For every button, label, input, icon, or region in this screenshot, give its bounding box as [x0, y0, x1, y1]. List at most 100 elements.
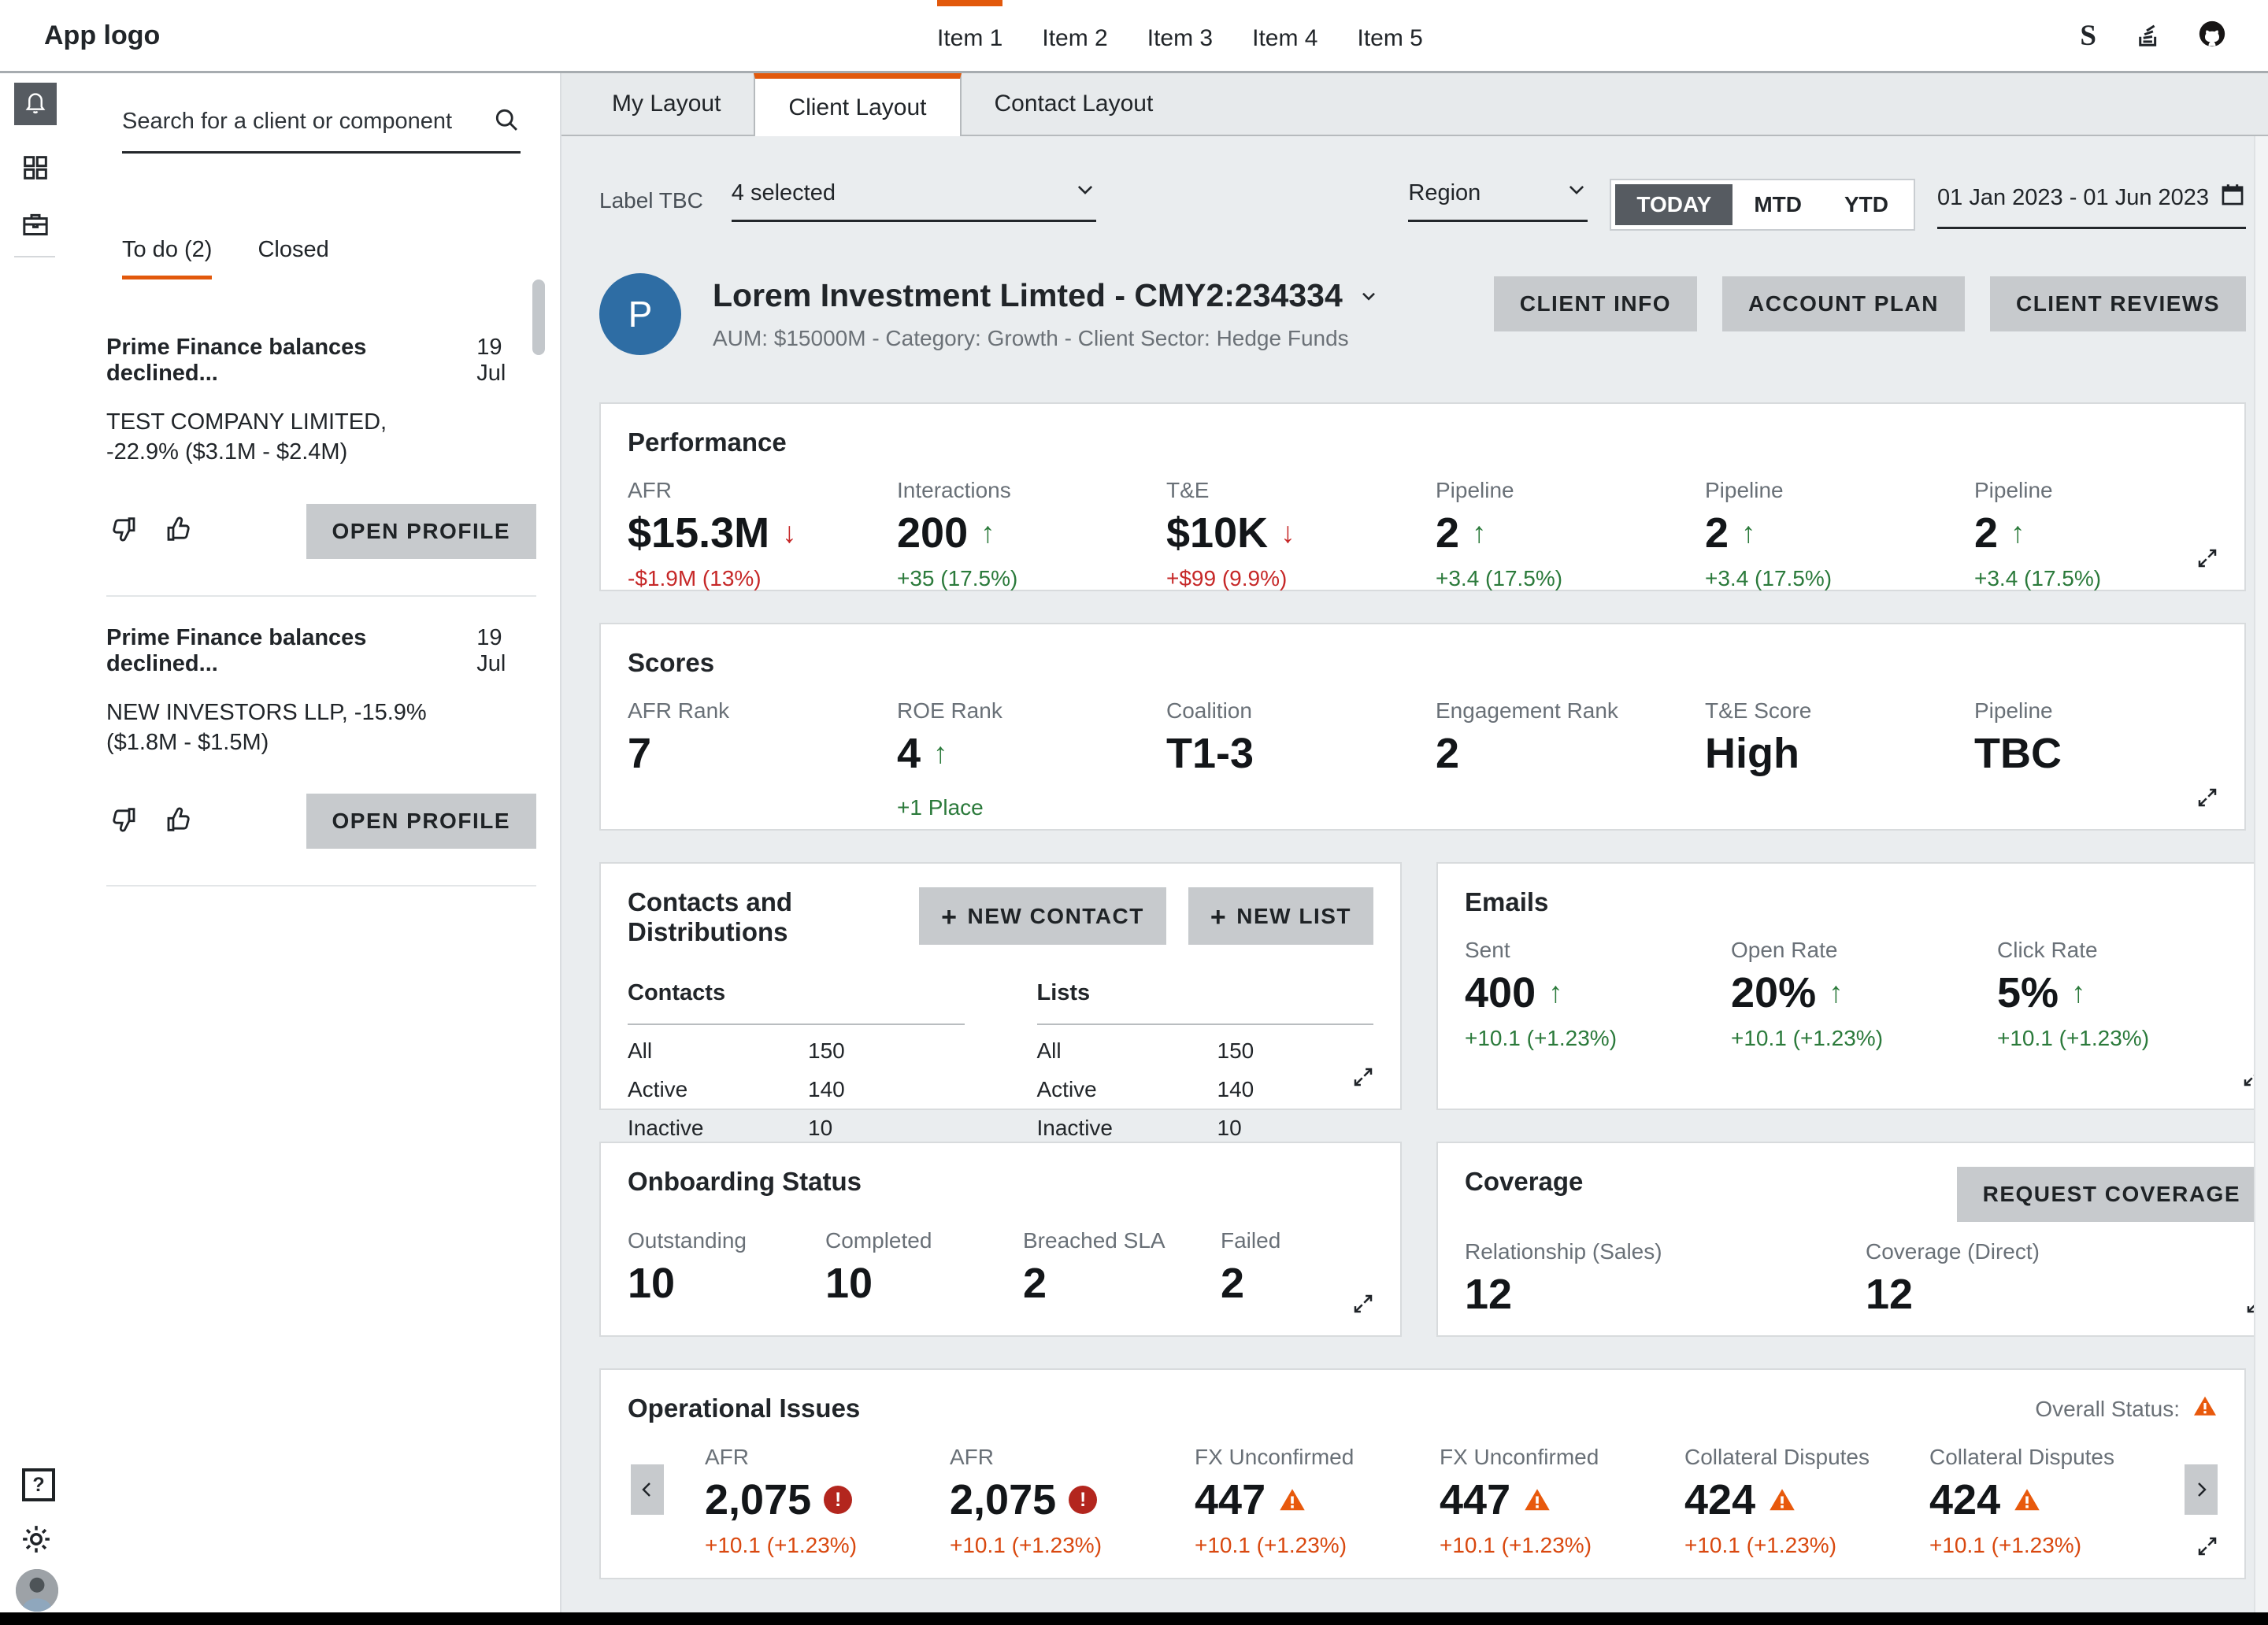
coverage-card: Coverage REQUEST COVERAGE Relationship (… [1436, 1142, 2254, 1337]
bell-icon [23, 90, 48, 119]
chevron-down-icon [1566, 179, 1588, 207]
notification-body: TEST COMPANY LIMITED, -22.9% ($3.1M - $2… [106, 407, 461, 468]
thumbs-down-icon[interactable] [106, 803, 139, 840]
new-list-button[interactable]: NEW LIST [1188, 887, 1373, 945]
metric-sent: Sent 400↑ +10.1 (+1.23%) [1465, 938, 1731, 1051]
arrow-up-icon: ↑ [1741, 518, 1756, 549]
nav-item-4[interactable]: Item 4 [1252, 0, 1317, 71]
tab-closed[interactable]: Closed [258, 237, 328, 279]
carousel-left-button[interactable] [631, 1464, 664, 1515]
scores-card: Scores AFR Rank 7 ROE Rank 4↑ +1 Place C… [599, 623, 2246, 831]
toggle-mtd[interactable]: MTD [1732, 184, 1823, 225]
tab-contact-layout[interactable]: Contact Layout [962, 73, 1187, 135]
metric-completed: Completed 10 [825, 1228, 1023, 1306]
metric-outstanding: Outstanding 10 [628, 1228, 825, 1306]
expand-icon[interactable] [1351, 1065, 1375, 1093]
nav-item-5[interactable]: Item 5 [1358, 0, 1423, 71]
expand-icon[interactable] [2196, 786, 2219, 813]
chevron-down-icon [1074, 179, 1096, 207]
stackoverflow-icon[interactable] [2133, 20, 2161, 52]
card-title: Emails [1465, 887, 2254, 917]
lists-table: Lists All150 Active140 Inactive10 [1037, 980, 1374, 1141]
tab-client-layout[interactable]: Client Layout [754, 73, 961, 136]
arrow-up-icon: ↑ [1472, 518, 1487, 549]
notification-date: 19 Jul [476, 625, 536, 677]
tab-todo[interactable]: To do (2) [122, 237, 212, 279]
notification-tabs: To do (2) Closed [122, 237, 329, 279]
metric-pipeline: Pipeline 2↑ +3.4 (17.5%) [1705, 478, 1974, 591]
table-row: Inactive10 [628, 1116, 965, 1141]
client-meta: AUM: $15000M - Category: Growth - Client… [713, 326, 1379, 351]
open-profile-button[interactable]: OPEN PROFILE [306, 794, 536, 849]
metric-coalition: Coalition T1-3 [1166, 698, 1436, 820]
metric-failed: Failed 2 [1221, 1228, 1418, 1306]
metric-fx-unconfirmed: FX Unconfirmed 447 +10.1 (+1.23%) [1440, 1445, 1684, 1558]
metric-te: T&E $10K↓ +$99 (9.9%) [1166, 478, 1436, 591]
account-plan-button[interactable]: ACCOUNT PLAN [1722, 276, 1965, 331]
notifications-rail-button[interactable] [14, 83, 57, 125]
date-range-picker[interactable]: 01 Jan 2023 - 01 Jun 2023 [1937, 181, 2246, 229]
client-info-button[interactable]: CLIENT INFO [1494, 276, 1697, 331]
metric-afr-rank: AFR Rank 7 [628, 698, 897, 820]
tab-my-layout[interactable]: My Layout [579, 73, 754, 135]
metric-collateral-disputes: Collateral Disputes 424 +10.1 (+1.23%) [1929, 1445, 2174, 1558]
expand-icon[interactable] [2244, 1292, 2254, 1320]
toggle-ytd[interactable]: YTD [1823, 184, 1910, 225]
metric-click-rate: Click Rate 5%↑ +10.1 (+1.23%) [1997, 938, 2254, 1051]
expand-icon[interactable] [2196, 546, 2219, 574]
contacts-card: Contacts and Distributions NEW CONTACT N… [599, 862, 1402, 1110]
notification-title: Prime Finance balances declined... [106, 335, 476, 387]
arrow-up-icon: ↑ [1829, 978, 1844, 1009]
thumbs-up-icon[interactable] [163, 513, 196, 550]
sidebar-scrollbar-thumb[interactable] [532, 279, 545, 355]
expand-icon[interactable] [1351, 1292, 1375, 1320]
warning-triangle-icon [1278, 1478, 1306, 1523]
carousel-right-button[interactable] [2185, 1464, 2218, 1515]
layout-tabs: My Layout Client Layout Contact Layout [561, 73, 2268, 136]
expand-icon[interactable] [2196, 1534, 2219, 1562]
thumbs-up-icon[interactable] [163, 803, 196, 840]
client-avatar: P [599, 273, 681, 355]
table-row: Inactive10 [1037, 1116, 1374, 1141]
expand-icon[interactable] [2241, 1065, 2254, 1093]
dashboard-grid-icon[interactable] [20, 152, 51, 187]
notification-body: NEW INVESTORS LLP, -15.9% ($1.8M - $1.5M… [106, 698, 461, 758]
new-contact-button[interactable]: NEW CONTACT [919, 887, 1166, 945]
arrow-up-icon: ↑ [1548, 978, 1563, 1009]
open-profile-button[interactable]: OPEN PROFILE [306, 504, 536, 559]
performance-card: Performance AFR $15.3M↓ -$1.9M (13%) Int… [599, 402, 2246, 591]
warning-triangle-icon [1768, 1478, 1796, 1523]
metric-pipeline: Pipeline 2↑ +3.4 (17.5%) [1436, 478, 1705, 591]
card-title: Performance [628, 428, 2218, 457]
card-title: Onboarding Status [628, 1167, 1373, 1197]
metric-breached-sla: Breached SLA 2 [1023, 1228, 1221, 1306]
metric-pipeline: Pipeline 2↑ +3.4 (17.5%) [1974, 478, 2244, 591]
toggle-today[interactable]: TODAY [1615, 184, 1732, 225]
help-icon[interactable]: ? [22, 1468, 55, 1501]
nav-item-2[interactable]: Item 2 [1042, 0, 1107, 71]
table-row: All150 [1037, 1038, 1374, 1064]
notification-date: 19 Jul [476, 335, 536, 387]
table-row: All150 [628, 1038, 965, 1064]
multiselect-value: 4 selected [732, 180, 836, 206]
gear-icon[interactable] [19, 1522, 54, 1560]
thumbs-down-icon[interactable] [106, 513, 139, 550]
nav-item-3[interactable]: Item 3 [1147, 0, 1213, 71]
client-reviews-button[interactable]: CLIENT REVIEWS [1990, 276, 2246, 331]
search-icon[interactable] [492, 105, 521, 138]
nav-item-1[interactable]: Item 1 [937, 0, 1002, 71]
client-name-dropdown[interactable]: Lorem Investment Limted - CMY2:234334 [713, 277, 1379, 314]
metric-afr-issues: AFR 2,075! +10.1 (+1.23%) [950, 1445, 1195, 1558]
request-coverage-button[interactable]: REQUEST COVERAGE [1957, 1167, 2254, 1222]
notification-card: Prime Finance balances declined... 19 Ju… [106, 597, 536, 887]
region-dropdown[interactable]: Region [1408, 179, 1588, 222]
search-input[interactable] [122, 109, 492, 135]
briefcase-icon[interactable] [20, 209, 51, 244]
notification-title: Prime Finance balances declined... [106, 625, 476, 677]
metric-relationship-sales: Relationship (Sales) 12 [1465, 1239, 1866, 1317]
user-avatar[interactable] [16, 1569, 58, 1612]
github-icon[interactable] [2197, 19, 2227, 53]
s-logo[interactable]: S [2080, 19, 2096, 53]
multiselect-dropdown[interactable]: 4 selected [732, 179, 1096, 222]
content-scrollbar[interactable] [2254, 136, 2268, 1625]
